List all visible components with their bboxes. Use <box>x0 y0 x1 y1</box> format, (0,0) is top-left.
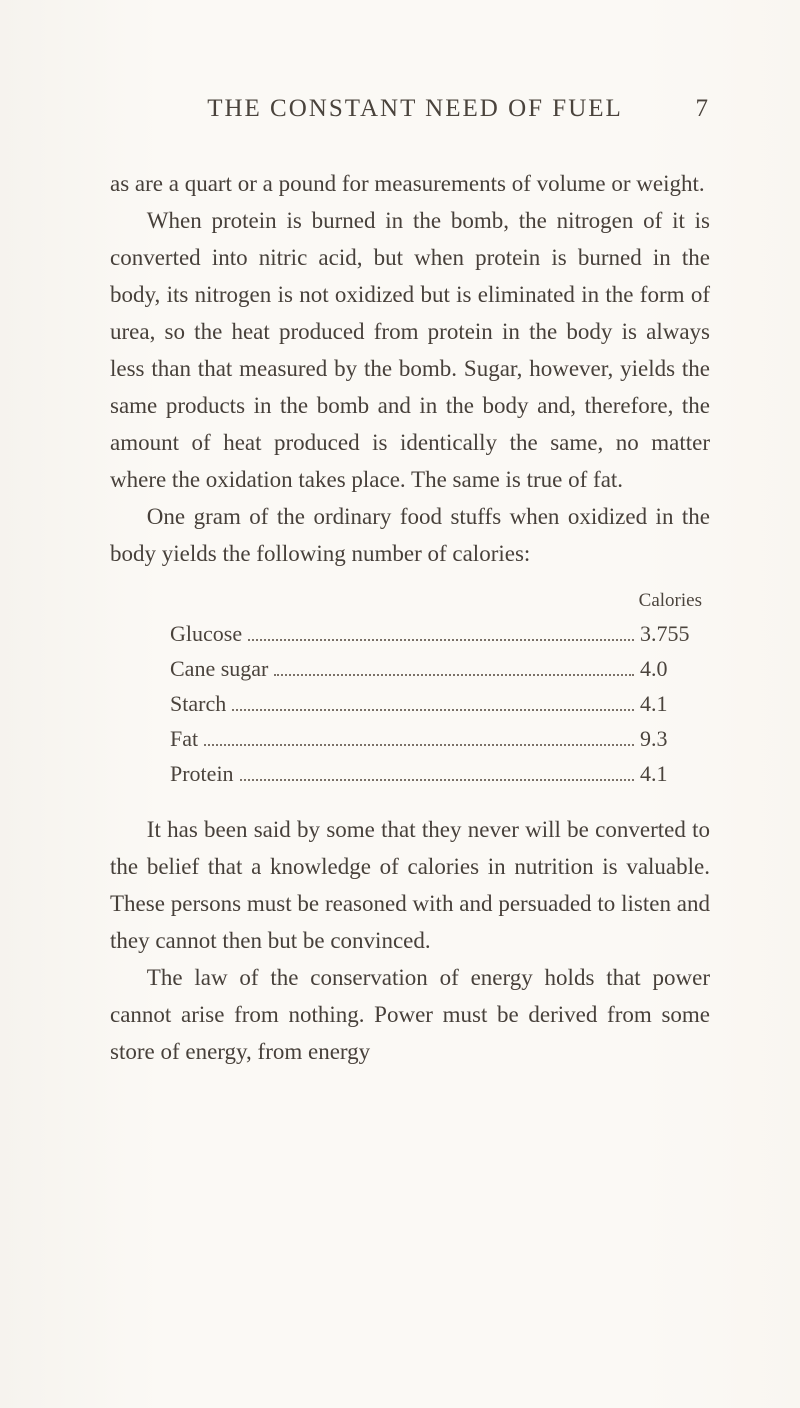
paragraph-3: One gram of the ordinary food stuffs whe… <box>110 498 710 572</box>
row-label: Glucose <box>170 616 242 651</box>
table-row: Cane sugar 4.0 <box>170 651 710 686</box>
row-label: Protein <box>170 756 234 791</box>
row-value: 4.1 <box>640 686 710 721</box>
row-label: Starch <box>170 686 226 721</box>
row-value: 9.3 <box>640 721 710 756</box>
row-value: 4.0 <box>640 651 710 686</box>
leader-dots <box>232 689 634 711</box>
table-column-header: Calories <box>170 590 710 612</box>
row-value: 4.1 <box>640 756 710 791</box>
page-number: 7 <box>680 95 710 123</box>
table-row: Protein 4.1 <box>170 756 710 791</box>
paragraph-5: The law of the conservation of energy ho… <box>110 959 710 1070</box>
calorie-table: Calories Glucose 3.755 Cane sugar 4.0 St… <box>170 590 710 791</box>
table-row: Fat 9.3 <box>170 721 710 756</box>
leader-dots <box>240 759 634 781</box>
paragraph-4: It has been said by some that they never… <box>110 811 710 959</box>
table-row: Glucose 3.755 <box>170 616 710 651</box>
leader-dots <box>204 724 634 746</box>
row-label: Fat <box>170 721 198 756</box>
table-row: Starch 4.1 <box>170 686 710 721</box>
leader-dots <box>248 619 634 641</box>
row-value: 3.755 <box>640 616 710 651</box>
row-label: Cane sugar <box>170 651 268 686</box>
leader-dots <box>274 654 634 676</box>
paragraph-1: as are a quart or a pound for measuremen… <box>110 165 710 202</box>
page: THE CONSTANT NEED OF FUEL 7 as are a qua… <box>0 0 800 1408</box>
header-title: THE CONSTANT NEED OF FUEL <box>110 95 680 123</box>
running-header: THE CONSTANT NEED OF FUEL 7 <box>110 95 710 123</box>
paragraph-2: When protein is burned in the bomb, the … <box>110 202 710 498</box>
